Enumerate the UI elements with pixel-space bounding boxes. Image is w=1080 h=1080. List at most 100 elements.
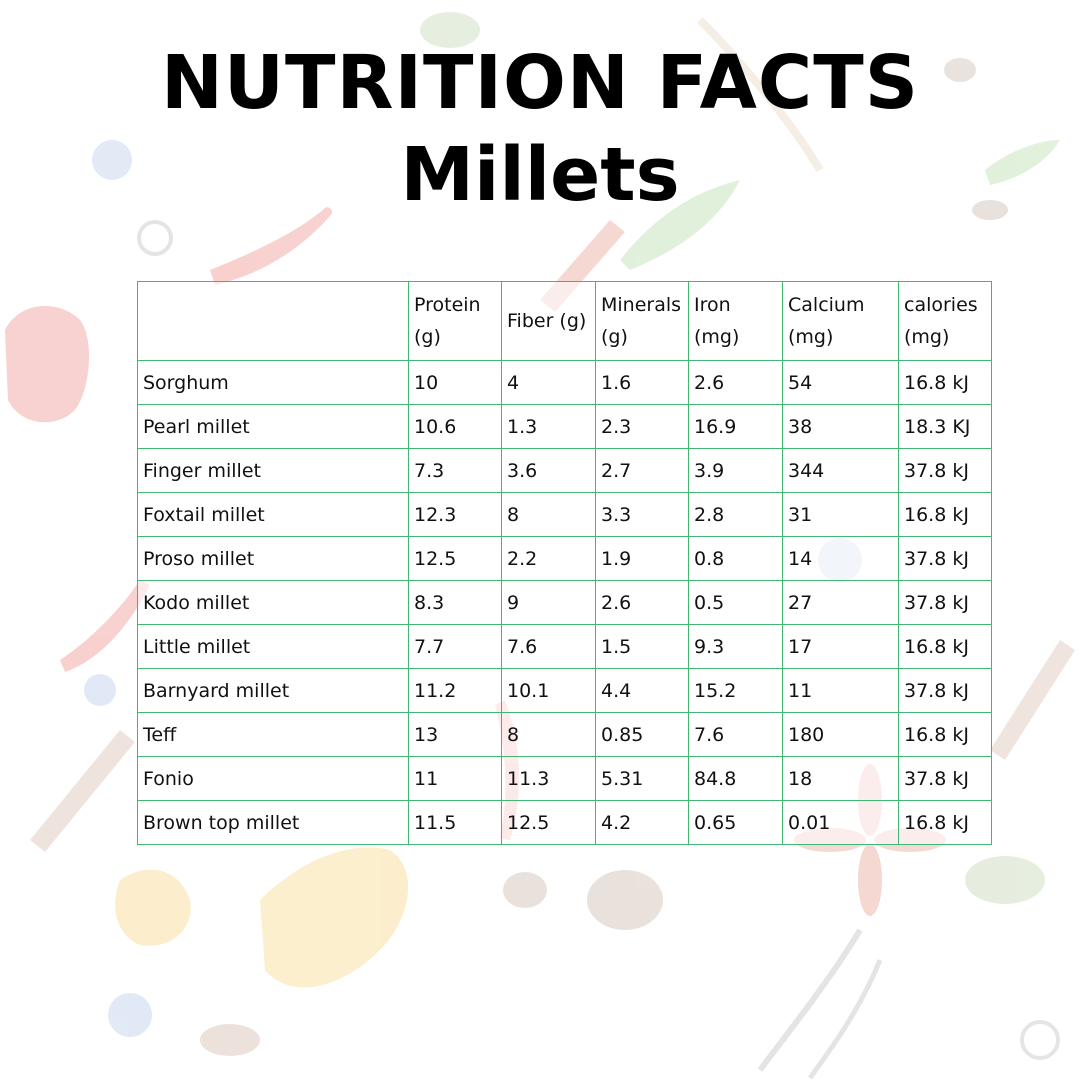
table-row: Little millet 7.7 7.6 1.5 9.3 17 16.8 kJ — [137, 624, 992, 669]
header-cell-fiber: Fiber (g) — [501, 281, 596, 361]
cell-calcium: 14 — [782, 536, 899, 581]
nutrition-table-container: Protein (g) Fiber (g) Minerals (g) Iron … — [137, 281, 992, 845]
cell-calcium: 17 — [782, 624, 899, 669]
cell-minerals: 2.3 — [595, 404, 689, 449]
header-cell-minerals: Minerals (g) — [595, 281, 689, 361]
chili-pepper-icon — [60, 580, 150, 672]
header-cell-empty — [137, 281, 409, 361]
cell-iron: 15.2 — [688, 668, 783, 713]
cell-millet-name: Sorghum — [137, 360, 409, 405]
cell-calories: 37.8 kJ — [898, 536, 992, 581]
cell-calories: 16.8 kJ — [898, 492, 992, 537]
cell-millet-name: Teff — [137, 712, 409, 757]
cell-protein: 7.3 — [408, 448, 502, 493]
cell-minerals: 5.31 — [595, 756, 689, 801]
cell-calories: 18.3 KJ — [898, 404, 992, 449]
mace-icon — [137, 220, 173, 256]
cell-protein: 13 — [408, 712, 502, 757]
cell-calcium: 344 — [782, 448, 899, 493]
cell-millet-name: Proso millet — [137, 536, 409, 581]
cell-calories: 37.8 kJ — [898, 756, 992, 801]
cell-fiber: 11.3 — [501, 756, 596, 801]
cell-iron: 7.6 — [688, 712, 783, 757]
cell-iron: 0.5 — [688, 580, 783, 625]
cell-calories: 37.8 kJ — [898, 668, 992, 713]
cell-minerals: 1.9 — [595, 536, 689, 581]
vanilla-pod-icon — [807, 959, 883, 1080]
cell-calcium: 11 — [782, 668, 899, 713]
cell-minerals: 1.6 — [595, 360, 689, 405]
cell-minerals: 0.85 — [595, 712, 689, 757]
cell-fiber: 4 — [501, 360, 596, 405]
cell-protein: 7.7 — [408, 624, 502, 669]
berry-icon — [108, 993, 152, 1037]
cell-millet-name: Little millet — [137, 624, 409, 669]
table-row: Sorghum 10 4 1.6 2.6 54 16.8 kJ — [137, 360, 992, 405]
header-cell-calories: calories (mg) — [898, 281, 992, 361]
cell-iron: 2.8 — [688, 492, 783, 537]
table-row: Foxtail millet 12.3 8 3.3 2.8 31 16.8 kJ — [137, 492, 992, 537]
cell-iron: 0.65 — [688, 800, 783, 845]
table-row: Proso millet 12.5 2.2 1.9 0.8 14 37.8 kJ — [137, 536, 992, 581]
cell-minerals: 1.5 — [595, 624, 689, 669]
table-row: Brown top millet 11.5 12.5 4.2 0.65 0.01… — [137, 800, 992, 845]
cell-millet-name: Pearl millet — [137, 404, 409, 449]
cell-millet-name: Barnyard millet — [137, 668, 409, 713]
mace-icon — [1020, 1020, 1060, 1060]
cell-minerals: 4.4 — [595, 668, 689, 713]
cell-protein: 12.5 — [408, 536, 502, 581]
ginger-root-icon — [260, 847, 409, 988]
cinnamon-stick-icon — [990, 640, 1075, 760]
cell-protein: 11.5 — [408, 800, 502, 845]
cell-minerals: 2.7 — [595, 448, 689, 493]
lemongrass-icon — [697, 17, 824, 173]
cell-millet-name: Foxtail millet — [137, 492, 409, 537]
cell-calories: 37.8 kJ — [898, 580, 992, 625]
table-header-row: Protein (g) Fiber (g) Minerals (g) Iron … — [137, 281, 992, 361]
cell-minerals: 4.2 — [595, 800, 689, 845]
header-cell-calcium: Calcium (mg) — [782, 281, 899, 361]
cell-fiber: 9 — [501, 580, 596, 625]
table-row: Fonio 11 11.3 5.31 84.8 18 37.8 kJ — [137, 756, 992, 801]
cardamom-icon — [965, 856, 1045, 904]
cell-iron: 0.8 — [688, 536, 783, 581]
header-cell-protein: Protein (g) — [408, 281, 502, 361]
cell-fiber: 8 — [501, 492, 596, 537]
cell-iron: 84.8 — [688, 756, 783, 801]
page-title: NUTRITION FACTS — [160, 40, 920, 126]
cardamom-icon — [420, 12, 480, 48]
vanilla-pod-icon — [757, 928, 863, 1072]
cell-calories: 16.8 kJ — [898, 800, 992, 845]
seed-icon — [944, 58, 976, 82]
cell-calories: 37.8 kJ — [898, 448, 992, 493]
cell-calories: 16.8 kJ — [898, 624, 992, 669]
table-row: Teff 13 8 0.85 7.6 180 16.8 kJ — [137, 712, 992, 757]
cell-millet-name: Brown top millet — [137, 800, 409, 845]
cell-millet-name: Kodo millet — [137, 580, 409, 625]
table-row: Barnyard millet 11.2 10.1 4.4 15.2 11 37… — [137, 668, 992, 713]
herb-leaf-icon — [620, 180, 740, 270]
table-row: Finger millet 7.3 3.6 2.7 3.9 344 37.8 k… — [137, 448, 992, 493]
ginger-root-icon — [115, 869, 191, 946]
cell-protein: 12.3 — [408, 492, 502, 537]
nutrition-table: Protein (g) Fiber (g) Minerals (g) Iron … — [137, 281, 992, 845]
cell-fiber: 7.6 — [501, 624, 596, 669]
cell-calcium: 31 — [782, 492, 899, 537]
cell-calcium: 54 — [782, 360, 899, 405]
nutmeg-icon — [503, 872, 547, 908]
cell-fiber: 2.2 — [501, 536, 596, 581]
cell-fiber: 12.5 — [501, 800, 596, 845]
cell-fiber: 8 — [501, 712, 596, 757]
cell-minerals: 2.6 — [595, 580, 689, 625]
berry-icon — [84, 674, 116, 706]
cell-fiber: 10.1 — [501, 668, 596, 713]
cinnamon-stick-icon — [30, 730, 135, 852]
cell-fiber: 3.6 — [501, 448, 596, 493]
cell-iron: 2.6 — [688, 360, 783, 405]
cell-calcium: 180 — [782, 712, 899, 757]
cell-iron: 9.3 — [688, 624, 783, 669]
cell-protein: 8.3 — [408, 580, 502, 625]
cell-calcium: 27 — [782, 580, 899, 625]
cell-calcium: 38 — [782, 404, 899, 449]
page-subtitle: Millets — [400, 132, 680, 218]
